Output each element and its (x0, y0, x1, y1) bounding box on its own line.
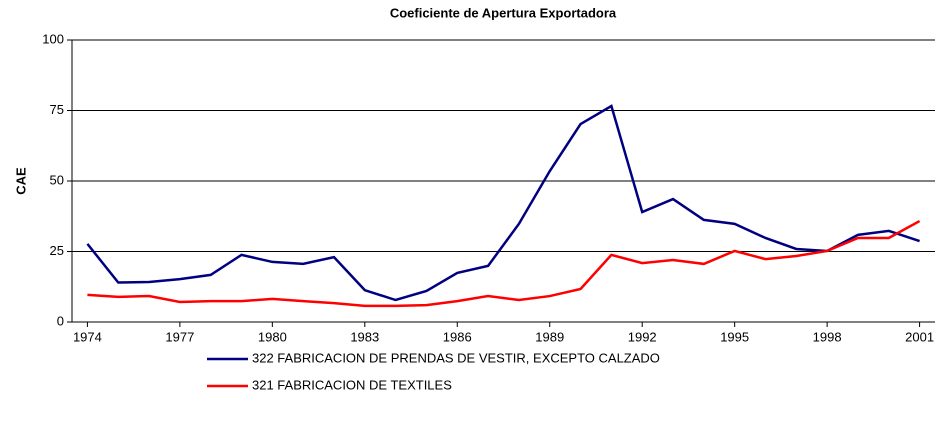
x-tick-label: 1995 (720, 329, 749, 344)
legend-label: 321 FABRICACION DE TEXTILES (252, 377, 452, 392)
x-tick-label: 1977 (165, 329, 194, 344)
chart-title: Coeficiente de Apertura Exportadora (390, 5, 617, 20)
x-tick-label: 1974 (73, 329, 102, 344)
y-axis-label: CAE (13, 167, 28, 195)
y-tick-label: 75 (50, 102, 64, 117)
x-tick-label: 1983 (350, 329, 379, 344)
legend-label: 322 FABRICACION DE PRENDAS DE VESTIR, EX… (252, 350, 660, 365)
y-tick-label: 50 (50, 172, 64, 187)
y-tick-label: 0 (57, 313, 64, 328)
x-tick-label: 1992 (628, 329, 657, 344)
x-tick-label: 1998 (813, 329, 842, 344)
x-tick-label: 1980 (258, 329, 287, 344)
x-tick-label: 1989 (535, 329, 564, 344)
series-line (87, 219, 921, 308)
x-tick-label: 2001 (905, 329, 934, 344)
series-line (86, 104, 920, 302)
y-tick-label: 25 (50, 243, 64, 258)
x-tick-label: 1986 (443, 329, 472, 344)
y-tick-label: 100 (42, 31, 64, 46)
